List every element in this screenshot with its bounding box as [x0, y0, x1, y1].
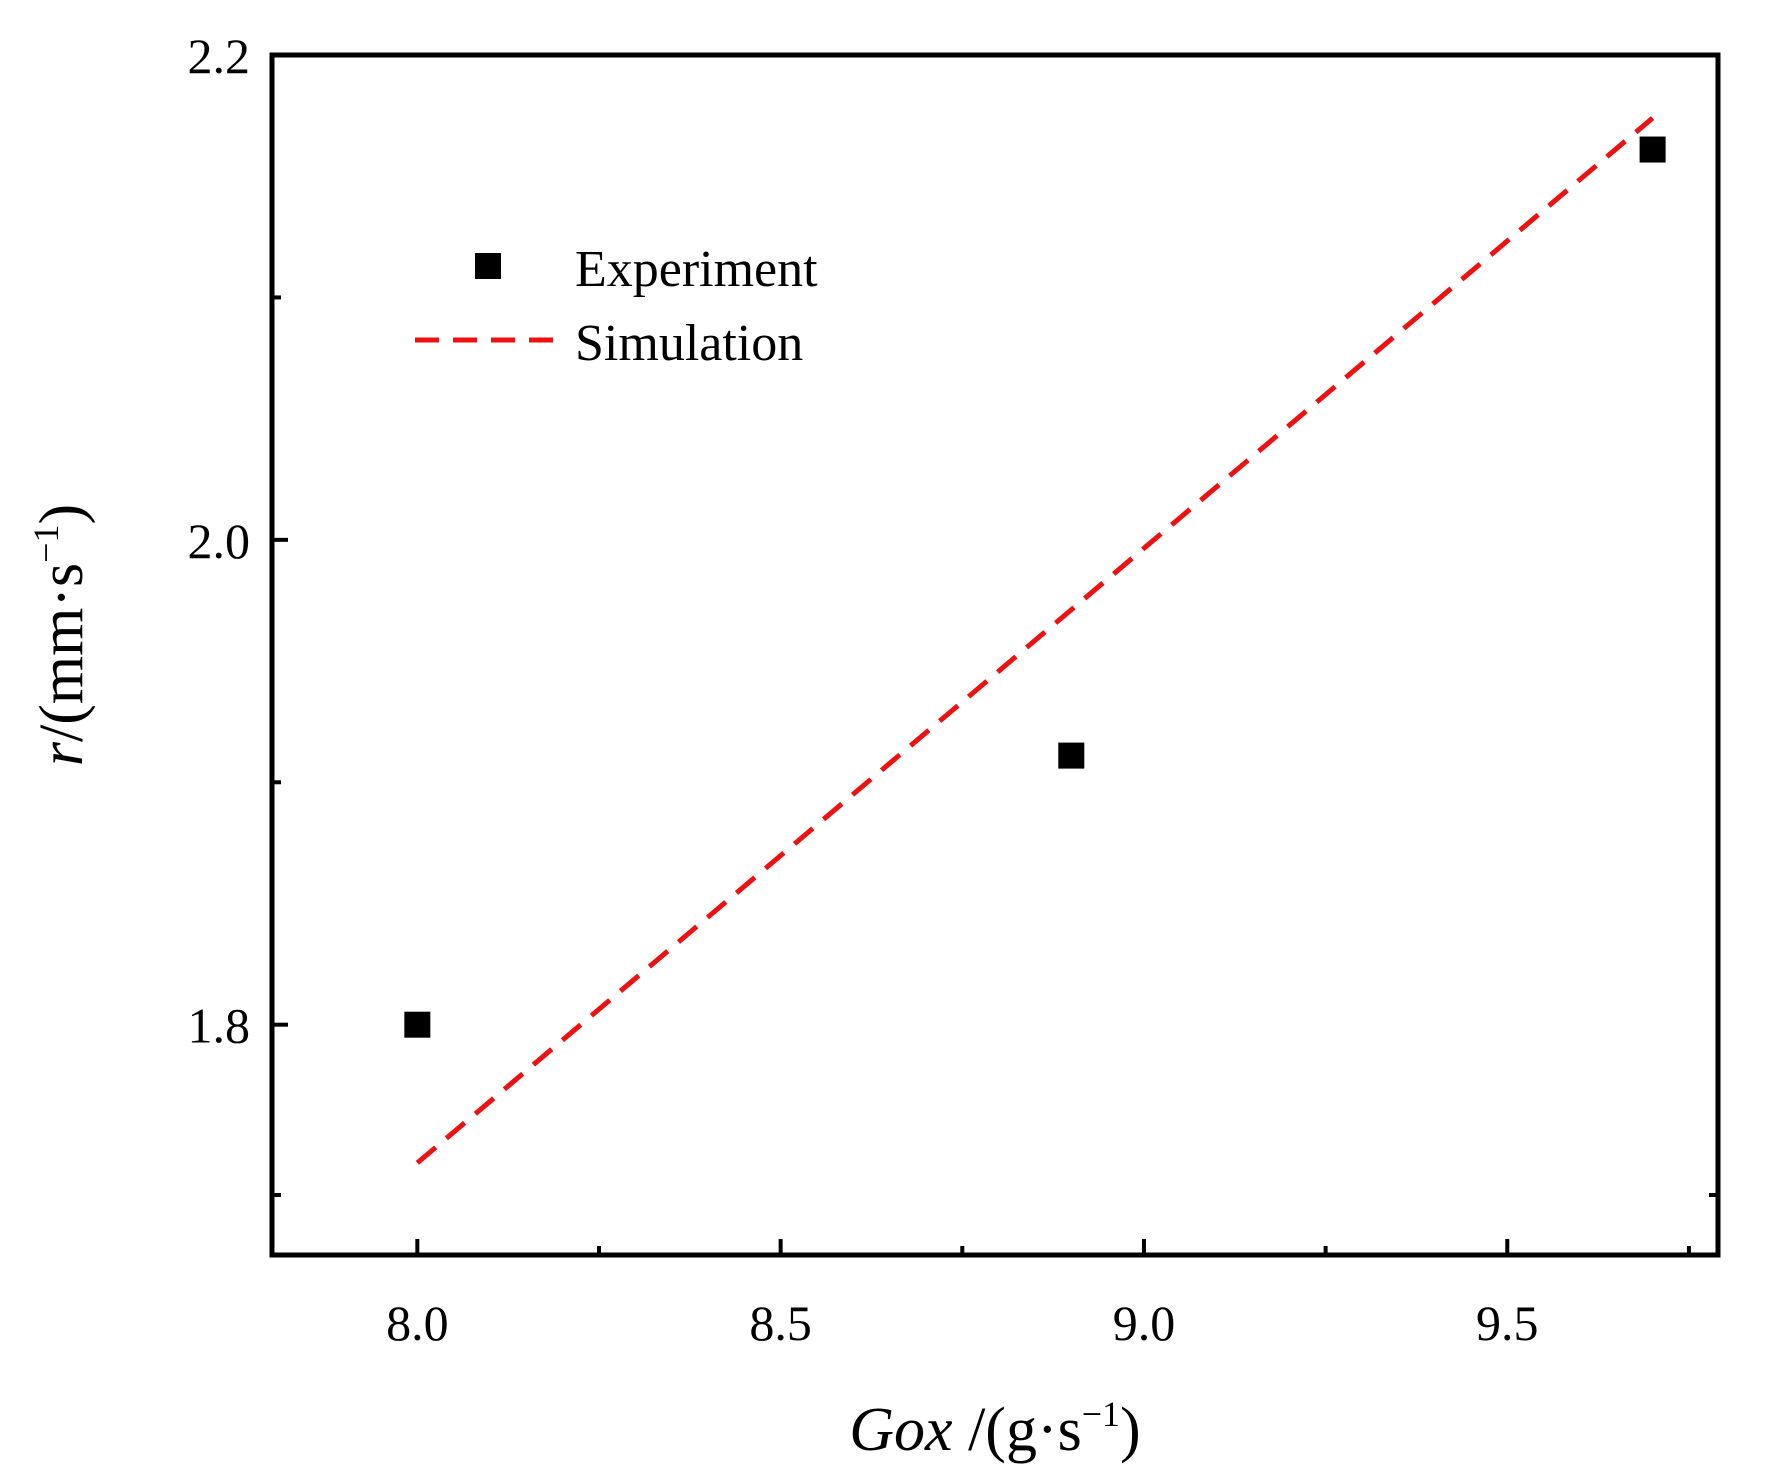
y-tick-label: 2.0: [188, 513, 251, 569]
x-tick-label: 8.5: [749, 1295, 812, 1351]
plot-area: [269, 52, 1721, 1258]
x-tick-label: 9.0: [1113, 1295, 1176, 1351]
legend-simulation-label: Simulation: [575, 315, 803, 372]
legend: Experiment Simulation: [415, 241, 818, 372]
series: [404, 116, 1666, 1165]
axis-ticks: 8.0 8.5 9.0 9.5 1.8 2.0 2.2: [188, 28, 1718, 1351]
axis-labels: Gox /(g·s−1) r/(mm·s−1): [26, 504, 1141, 1464]
y-axis-title: r/(mm·s−1): [26, 504, 96, 766]
x-tick-label: 8.0: [386, 1295, 449, 1351]
plot-frame: [269, 52, 1721, 1258]
legend-experiment-marker: [475, 253, 501, 279]
x-axis-title: Gox /(g·s−1): [849, 1394, 1140, 1464]
simulation-line: [415, 116, 1655, 1165]
experiment-point: [404, 1011, 431, 1038]
legend-experiment-label: Experiment: [575, 241, 818, 298]
experiment-point: [1058, 742, 1085, 769]
y-tick-label: 2.2: [188, 28, 251, 84]
experiment-point: [1639, 136, 1666, 163]
y-tick-label: 1.8: [188, 998, 251, 1054]
x-tick-label: 9.5: [1476, 1295, 1539, 1351]
